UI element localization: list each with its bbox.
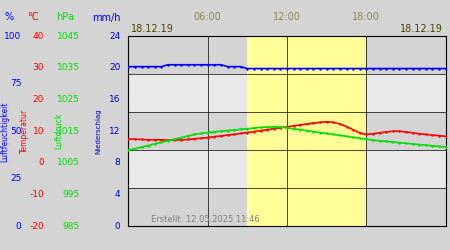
Text: 0: 0 [16, 222, 22, 231]
Text: hPa: hPa [56, 12, 74, 22]
Text: °C: °C [27, 12, 39, 22]
Text: Luftdruck: Luftdruck [54, 113, 63, 150]
Text: 25: 25 [10, 174, 22, 183]
Text: 1005: 1005 [57, 158, 80, 168]
Text: 985: 985 [63, 222, 80, 231]
Bar [247, 36, 366, 226]
Text: -20: -20 [30, 222, 44, 231]
Text: 12: 12 [109, 127, 121, 136]
Text: 1025: 1025 [57, 95, 80, 104]
Text: 40: 40 [33, 32, 44, 41]
Text: Erstellt: 12.05.2025 11:46: Erstellt: 12.05.2025 11:46 [151, 215, 260, 224]
Bar [128, 74, 446, 112]
Text: 0: 0 [38, 158, 44, 168]
Bar [128, 188, 446, 226]
Text: mm/h: mm/h [92, 12, 121, 22]
Bar [128, 36, 446, 74]
Text: 12:00: 12:00 [273, 12, 301, 22]
Text: 16: 16 [109, 95, 121, 104]
Text: 1035: 1035 [57, 64, 80, 72]
Text: 18.12.19: 18.12.19 [400, 24, 443, 34]
Text: 10: 10 [32, 127, 44, 136]
Text: Temperatur: Temperatur [20, 109, 29, 153]
Text: 995: 995 [63, 190, 80, 199]
Text: 06:00: 06:00 [194, 12, 221, 22]
Text: 50: 50 [10, 127, 22, 136]
Text: Niederschlag: Niederschlag [95, 108, 101, 154]
Text: 20: 20 [33, 95, 44, 104]
Text: 24: 24 [109, 32, 121, 41]
Text: 1015: 1015 [57, 127, 80, 136]
Text: 4: 4 [115, 190, 121, 199]
Text: 18.12.19: 18.12.19 [130, 24, 173, 34]
Text: 20: 20 [109, 64, 121, 72]
Text: 1045: 1045 [57, 32, 80, 41]
Text: 75: 75 [10, 79, 22, 88]
Text: %: % [4, 12, 13, 22]
Text: -10: -10 [29, 190, 44, 199]
Text: Luftfeuchtigkeit: Luftfeuchtigkeit [0, 101, 9, 162]
Text: 0: 0 [115, 222, 121, 231]
Bar [128, 112, 446, 150]
Text: 8: 8 [115, 158, 121, 168]
Bar [128, 150, 446, 188]
Text: 30: 30 [32, 64, 44, 72]
Text: 18:00: 18:00 [352, 12, 380, 22]
Text: 100: 100 [4, 32, 22, 41]
